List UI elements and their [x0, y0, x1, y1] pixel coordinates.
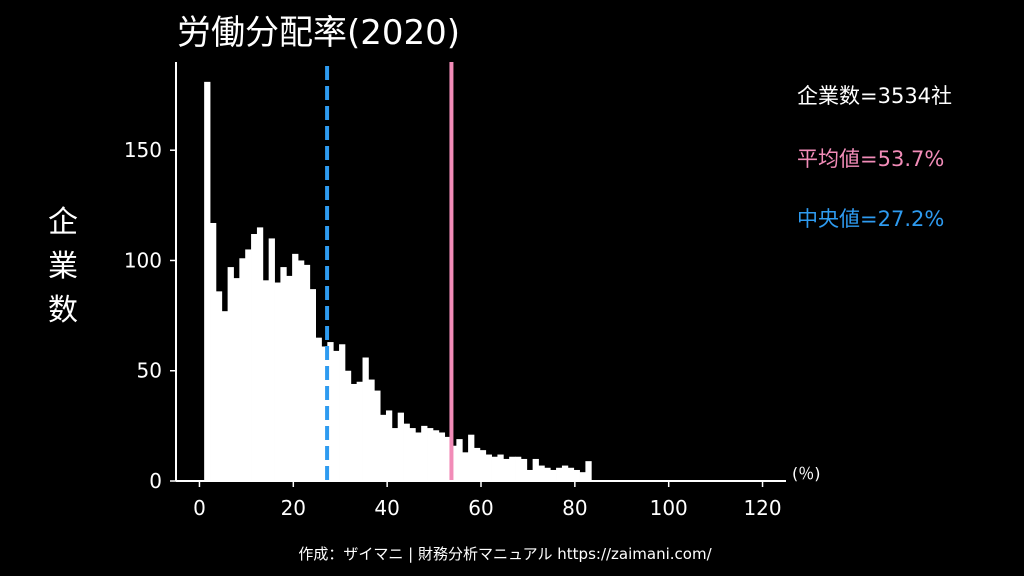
- histogram-bar: [292, 253, 299, 481]
- histogram-bar: [309, 289, 316, 481]
- histogram-bar: [374, 390, 381, 481]
- histogram-bar: [333, 350, 340, 481]
- histogram-bar: [344, 370, 352, 481]
- x-tick-label: 40: [374, 496, 399, 520]
- histogram-bar: [450, 445, 457, 481]
- x-tick-label: 20: [281, 496, 306, 520]
- histogram-bar: [298, 260, 305, 481]
- x-tick-label: 80: [562, 496, 587, 520]
- histogram-bar: [239, 258, 246, 481]
- histogram-bar: [315, 337, 322, 481]
- histogram-bar: [204, 81, 211, 481]
- histogram-bar: [556, 467, 563, 481]
- histogram-bar: [356, 381, 363, 481]
- histogram-bar: [421, 425, 428, 481]
- histogram-bar: [251, 234, 258, 481]
- histogram-bars: [204, 81, 592, 482]
- histogram-bar: [550, 469, 557, 481]
- histogram-bar: [339, 344, 346, 481]
- y-axis-label: 企 業 数: [48, 205, 78, 328]
- histogram-bar: [561, 465, 569, 481]
- histogram-bar: [438, 432, 446, 481]
- histogram-bar: [403, 423, 410, 481]
- histogram-bar: [462, 452, 469, 481]
- histogram-bar: [456, 439, 463, 481]
- histogram-bar: [520, 458, 528, 481]
- histogram-bar: [221, 311, 229, 481]
- reference-lines: [325, 62, 454, 481]
- histogram-bar: [432, 430, 440, 481]
- histogram-bar: [368, 379, 375, 481]
- histogram-bar: [468, 434, 475, 481]
- svg-text:数: 数: [48, 293, 78, 328]
- x-axis-unit: (％): [792, 464, 821, 483]
- histogram-bar: [579, 472, 586, 481]
- x-tick-label: 0: [193, 496, 206, 520]
- stat-count: 企業数=3534社: [797, 84, 952, 108]
- histogram-bar: [274, 282, 281, 481]
- histogram-bar: [491, 456, 498, 481]
- histogram-bar: [526, 469, 534, 481]
- y-tick-label: 0: [149, 469, 162, 493]
- footer-credit: 作成：ザイマニ | 財務分析マニュアル https://zaimani.com/: [298, 545, 712, 563]
- histogram-bar: [350, 383, 358, 481]
- histogram-bar: [427, 428, 434, 481]
- histogram-bar: [262, 280, 270, 481]
- histogram-bar: [397, 412, 404, 481]
- histogram-bar: [227, 267, 234, 481]
- histogram-bar: [256, 227, 264, 481]
- histogram-bar: [215, 291, 223, 481]
- histogram-bar: [509, 456, 516, 481]
- histogram-bar: [245, 249, 252, 481]
- histogram-bar: [362, 357, 369, 481]
- histogram-bar: [380, 414, 387, 481]
- histogram-bar: [538, 465, 545, 481]
- histogram-bar: [444, 436, 451, 481]
- histogram-bar: [515, 456, 522, 481]
- x-axis-ticks: 0 20 40 60 80 100 120: [193, 481, 782, 520]
- y-tick-label: 100: [124, 248, 162, 272]
- histogram-bar: [532, 458, 539, 481]
- y-axis-ticks: 0 50 100 150: [124, 138, 176, 493]
- histogram-bar: [385, 410, 393, 481]
- x-tick-label: 100: [650, 496, 688, 520]
- histogram-bar: [391, 428, 399, 481]
- histogram-bar: [473, 447, 481, 481]
- histogram-bar: [210, 222, 217, 482]
- histogram-bar: [321, 346, 328, 481]
- histogram-bar: [567, 467, 575, 481]
- chart-title: 労働分配率(2020): [177, 13, 460, 53]
- stat-mean: 平均値=53.7%: [797, 147, 944, 171]
- y-tick-label: 50: [137, 359, 162, 383]
- histogram-bar: [415, 432, 422, 481]
- histogram-bar: [409, 428, 416, 481]
- histogram-bar: [268, 238, 275, 481]
- histogram-bar: [573, 469, 580, 481]
- svg-text:業: 業: [48, 249, 78, 284]
- histogram-bar: [479, 450, 487, 481]
- histogram-bar: [303, 264, 311, 481]
- histogram-bar: [585, 461, 592, 481]
- histogram-bar: [503, 458, 510, 481]
- histogram-bar: [497, 454, 504, 481]
- histogram-bar: [485, 454, 492, 481]
- x-tick-label: 60: [468, 496, 493, 520]
- y-tick-label: 150: [124, 138, 162, 162]
- svg-text:企: 企: [48, 205, 78, 240]
- x-tick-label: 120: [743, 496, 781, 520]
- histogram-bar: [280, 267, 287, 481]
- stat-median: 中央値=27.2%: [797, 207, 944, 231]
- histogram-bar: [544, 467, 551, 481]
- histogram-bar: [233, 278, 240, 481]
- histogram-bar: [286, 275, 293, 481]
- histogram-bar: [327, 342, 334, 481]
